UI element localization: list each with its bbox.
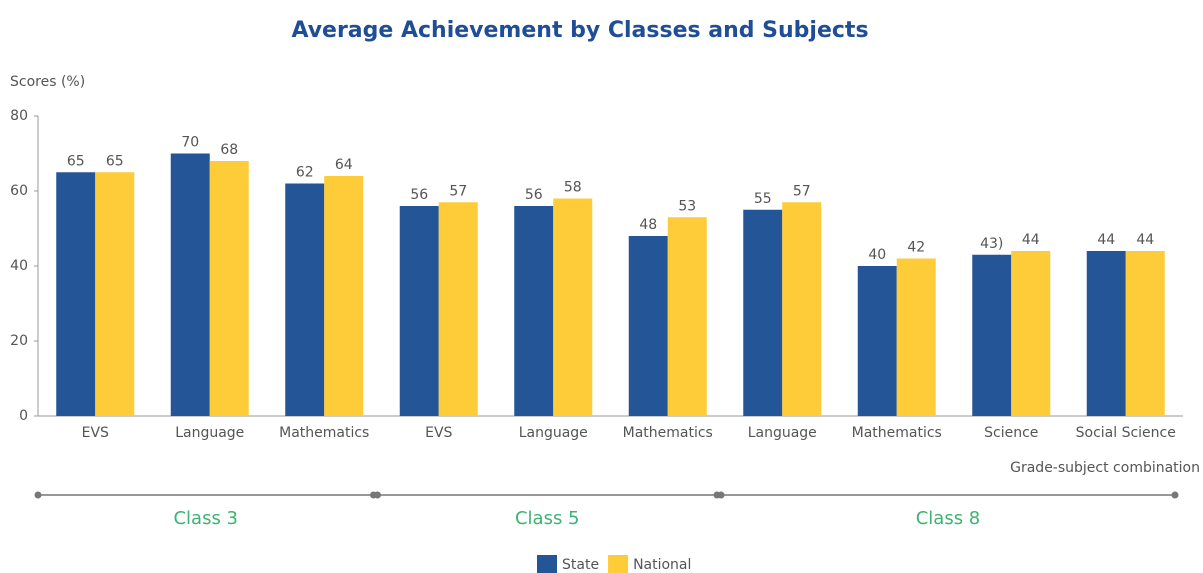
data-label: 48: [639, 217, 657, 233]
data-label: 56: [410, 187, 428, 203]
x-tick-label: Mathematics: [852, 425, 942, 441]
x-tick-label: EVS: [425, 425, 452, 441]
bar: [1086, 251, 1126, 416]
group-dot: [1171, 491, 1179, 499]
data-label: 68: [220, 142, 238, 158]
data-label: 65: [106, 153, 124, 169]
data-label: 55: [754, 191, 772, 207]
legend-swatch: [608, 555, 629, 573]
bar: [1011, 251, 1051, 416]
data-label: 70: [181, 135, 199, 151]
bar: [170, 153, 210, 416]
legend-swatch: [537, 555, 557, 573]
bar: [209, 161, 249, 416]
y-tick-label: 40: [10, 258, 28, 274]
x-tick-label: Social Science: [1076, 425, 1176, 441]
chart-title: Average Achievement by Classes and Subje…: [291, 18, 868, 43]
x-tick-label: EVS: [82, 425, 109, 441]
data-label: 65: [67, 153, 85, 169]
bar: [399, 206, 439, 416]
bar: [95, 172, 135, 416]
x-tick-label: Language: [519, 425, 588, 441]
y-tick-label: 20: [10, 333, 28, 349]
group-dot: [34, 491, 42, 499]
bar: [438, 202, 478, 416]
bar: [857, 266, 897, 416]
legend-label: State: [562, 557, 599, 573]
bar: [1125, 251, 1165, 416]
legend-label: National: [633, 557, 691, 573]
bar: [896, 258, 936, 416]
group-dot: [374, 491, 381, 499]
bar: [553, 198, 593, 416]
bar: [56, 172, 96, 416]
bar: [514, 206, 554, 416]
bar: [782, 202, 822, 416]
group-label: Class 3: [173, 508, 238, 529]
data-label: 58: [564, 180, 582, 196]
data-label: 44: [1022, 232, 1040, 248]
data-label: 44: [1136, 232, 1154, 248]
bar: [743, 209, 783, 416]
group-dot: [717, 491, 725, 499]
data-label: 62: [296, 165, 314, 181]
bar: [285, 183, 325, 416]
bar: [628, 236, 668, 416]
y-tick-label: 60: [10, 183, 28, 199]
data-label: 43): [980, 236, 1003, 252]
group-label: Class 5: [515, 508, 580, 529]
x-tick-label: Language: [748, 425, 817, 441]
y-tick-label: 0: [19, 408, 28, 424]
y-axis-label: Scores (%): [10, 74, 85, 90]
y-tick-label: 80: [10, 108, 28, 124]
x-tick-label: Mathematics: [623, 425, 713, 441]
x-axis-label: Grade-subject combination: [1010, 460, 1200, 476]
data-label: 57: [793, 183, 811, 199]
x-tick-label: Mathematics: [279, 425, 369, 441]
data-label: 40: [868, 247, 886, 263]
x-tick-label: Science: [984, 425, 1038, 441]
bar: [324, 176, 364, 416]
data-label: 42: [907, 240, 925, 256]
x-tick-label: Language: [175, 425, 244, 441]
bar: [972, 254, 1012, 416]
group-label: Class 8: [916, 508, 981, 529]
data-label: 44: [1097, 232, 1115, 248]
data-label: 56: [525, 187, 543, 203]
data-label: 53: [678, 198, 696, 214]
bar: [667, 217, 707, 416]
data-label: 64: [335, 157, 353, 173]
data-label: 57: [449, 183, 467, 199]
